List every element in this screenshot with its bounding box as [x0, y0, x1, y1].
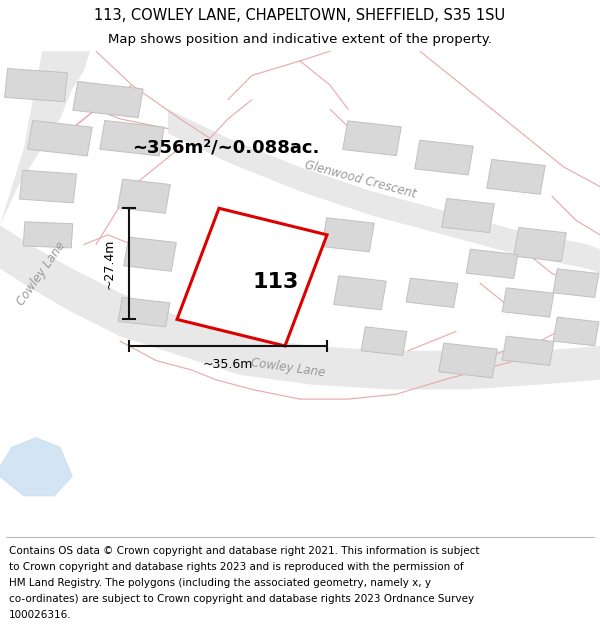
Polygon shape — [118, 179, 170, 213]
Polygon shape — [514, 228, 566, 261]
Text: to Crown copyright and database rights 2023 and is reproduced with the permissio: to Crown copyright and database rights 2… — [9, 562, 464, 572]
Text: Map shows position and indicative extent of the property.: Map shows position and indicative extent… — [108, 34, 492, 46]
Text: 100026316.: 100026316. — [9, 609, 71, 619]
Polygon shape — [0, 225, 600, 389]
Text: ~35.6m: ~35.6m — [203, 358, 253, 371]
Polygon shape — [0, 438, 72, 496]
Polygon shape — [23, 222, 73, 248]
Polygon shape — [343, 121, 401, 156]
Text: ~356m²/~0.088ac.: ~356m²/~0.088ac. — [132, 139, 319, 157]
Text: Cowley Lane: Cowley Lane — [14, 239, 68, 308]
Text: ~27.4m: ~27.4m — [103, 239, 116, 289]
Polygon shape — [502, 288, 554, 317]
Polygon shape — [168, 109, 600, 274]
Polygon shape — [100, 121, 164, 156]
Text: Glenwood Crescent: Glenwood Crescent — [303, 158, 417, 201]
Polygon shape — [322, 217, 374, 252]
Text: Contains OS data © Crown copyright and database right 2021. This information is : Contains OS data © Crown copyright and d… — [9, 546, 479, 556]
Polygon shape — [502, 336, 554, 366]
Polygon shape — [20, 170, 76, 203]
Text: HM Land Registry. The polygons (including the associated geometry, namely x, y: HM Land Registry. The polygons (includin… — [9, 578, 431, 588]
Polygon shape — [487, 159, 545, 194]
Text: co-ordinates) are subject to Crown copyright and database rights 2023 Ordnance S: co-ordinates) are subject to Crown copyr… — [9, 594, 474, 604]
Polygon shape — [439, 343, 497, 378]
Text: 113: 113 — [253, 272, 299, 292]
Polygon shape — [177, 208, 327, 346]
Polygon shape — [442, 199, 494, 232]
Polygon shape — [361, 327, 407, 356]
Polygon shape — [415, 140, 473, 175]
Polygon shape — [124, 237, 176, 271]
Polygon shape — [466, 249, 518, 279]
Polygon shape — [73, 81, 143, 118]
Polygon shape — [553, 269, 599, 298]
Polygon shape — [334, 276, 386, 310]
Polygon shape — [406, 278, 458, 308]
Polygon shape — [28, 121, 92, 156]
Polygon shape — [0, 51, 90, 269]
Polygon shape — [553, 317, 599, 346]
Text: 113, COWLEY LANE, CHAPELTOWN, SHEFFIELD, S35 1SU: 113, COWLEY LANE, CHAPELTOWN, SHEFFIELD,… — [94, 8, 506, 23]
Polygon shape — [5, 69, 67, 102]
Polygon shape — [118, 298, 170, 327]
Text: Cowley Lane: Cowley Lane — [250, 356, 326, 379]
